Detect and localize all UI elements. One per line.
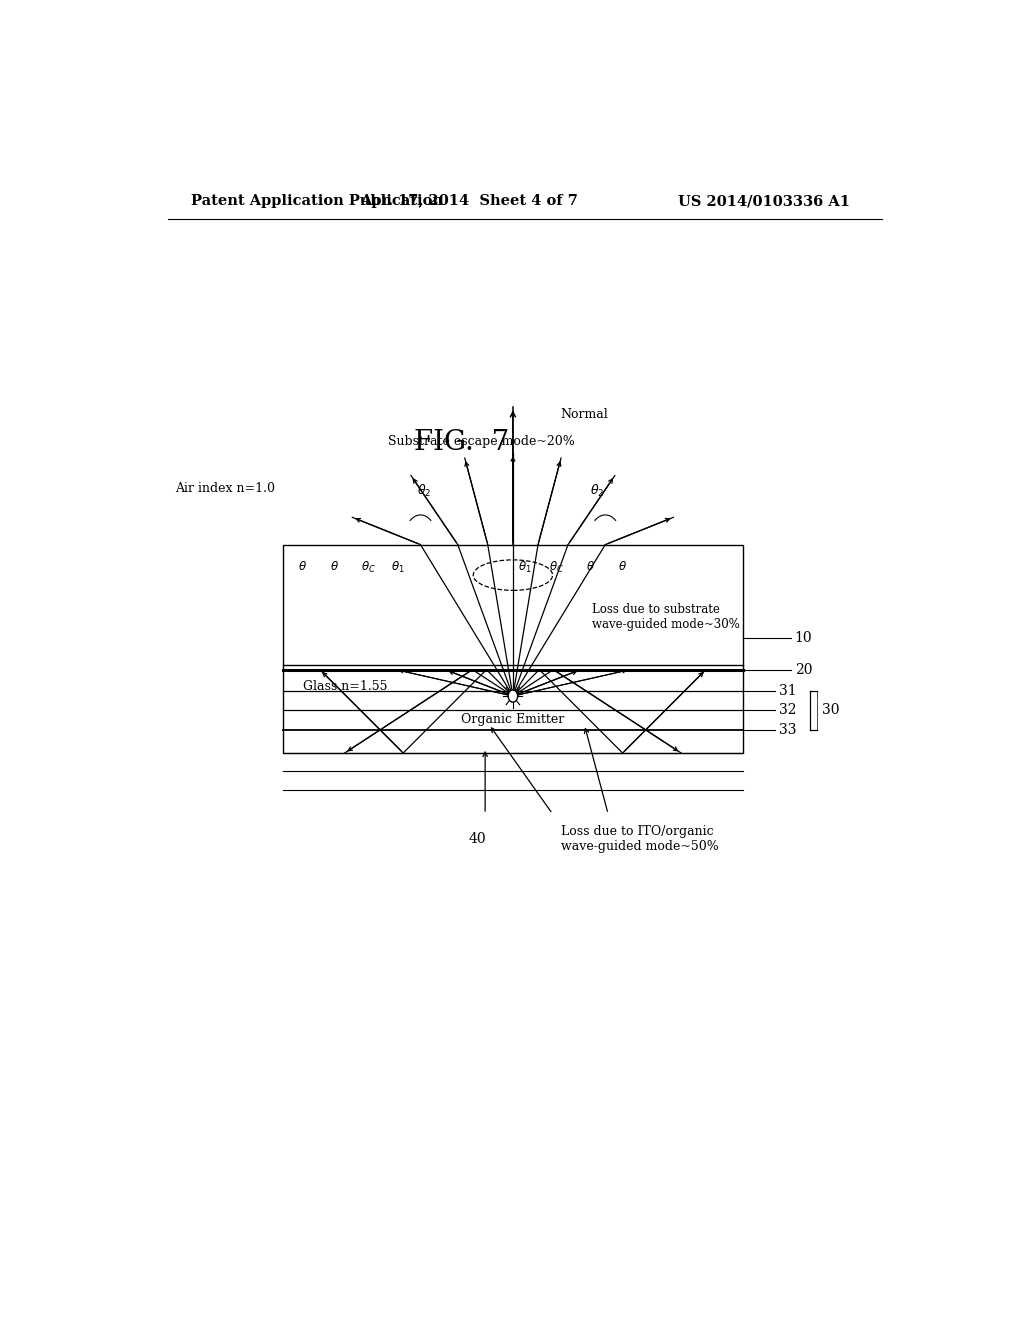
Text: $\theta$: $\theta$ (586, 561, 595, 573)
Text: Loss due to ITO/organic
wave-guided mode~50%: Loss due to ITO/organic wave-guided mode… (560, 825, 718, 854)
Text: Patent Application Publication: Patent Application Publication (191, 194, 443, 209)
Text: $\theta_2$: $\theta_2$ (418, 483, 431, 499)
Text: Loss due to substrate
wave-guided mode~30%: Loss due to substrate wave-guided mode~3… (592, 603, 740, 631)
Text: $\theta_2$: $\theta_2$ (590, 483, 604, 499)
Circle shape (508, 690, 518, 702)
Text: $\theta$: $\theta$ (330, 561, 339, 573)
Text: Glass n=1.55: Glass n=1.55 (303, 680, 387, 693)
Text: $\theta$: $\theta$ (617, 561, 627, 573)
Text: FIG.  7: FIG. 7 (414, 429, 509, 457)
Text: Apr. 17, 2014  Sheet 4 of 7: Apr. 17, 2014 Sheet 4 of 7 (360, 194, 579, 209)
Text: $\theta$: $\theta$ (298, 561, 307, 573)
Text: US 2014/0103336 A1: US 2014/0103336 A1 (678, 194, 850, 209)
Text: 32: 32 (779, 704, 797, 717)
Text: $\theta_1$: $\theta_1$ (518, 560, 531, 574)
Bar (283, 545, 743, 752)
Text: $\theta_C$: $\theta_C$ (361, 560, 376, 574)
Text: 30: 30 (822, 704, 840, 717)
Text: Organic Emitter: Organic Emitter (461, 714, 564, 726)
Text: Air index n=1.0: Air index n=1.0 (175, 482, 274, 495)
Text: 40: 40 (468, 833, 486, 846)
Text: $\theta_C$: $\theta_C$ (549, 560, 564, 574)
Text: 31: 31 (779, 684, 797, 698)
Text: Normal: Normal (560, 408, 608, 421)
Text: 10: 10 (795, 631, 812, 644)
Text: 33: 33 (779, 722, 797, 737)
Text: 20: 20 (795, 663, 812, 677)
Text: $\theta_1$: $\theta_1$ (391, 560, 404, 574)
Text: Substrate escape mode~20%: Substrate escape mode~20% (388, 436, 574, 447)
